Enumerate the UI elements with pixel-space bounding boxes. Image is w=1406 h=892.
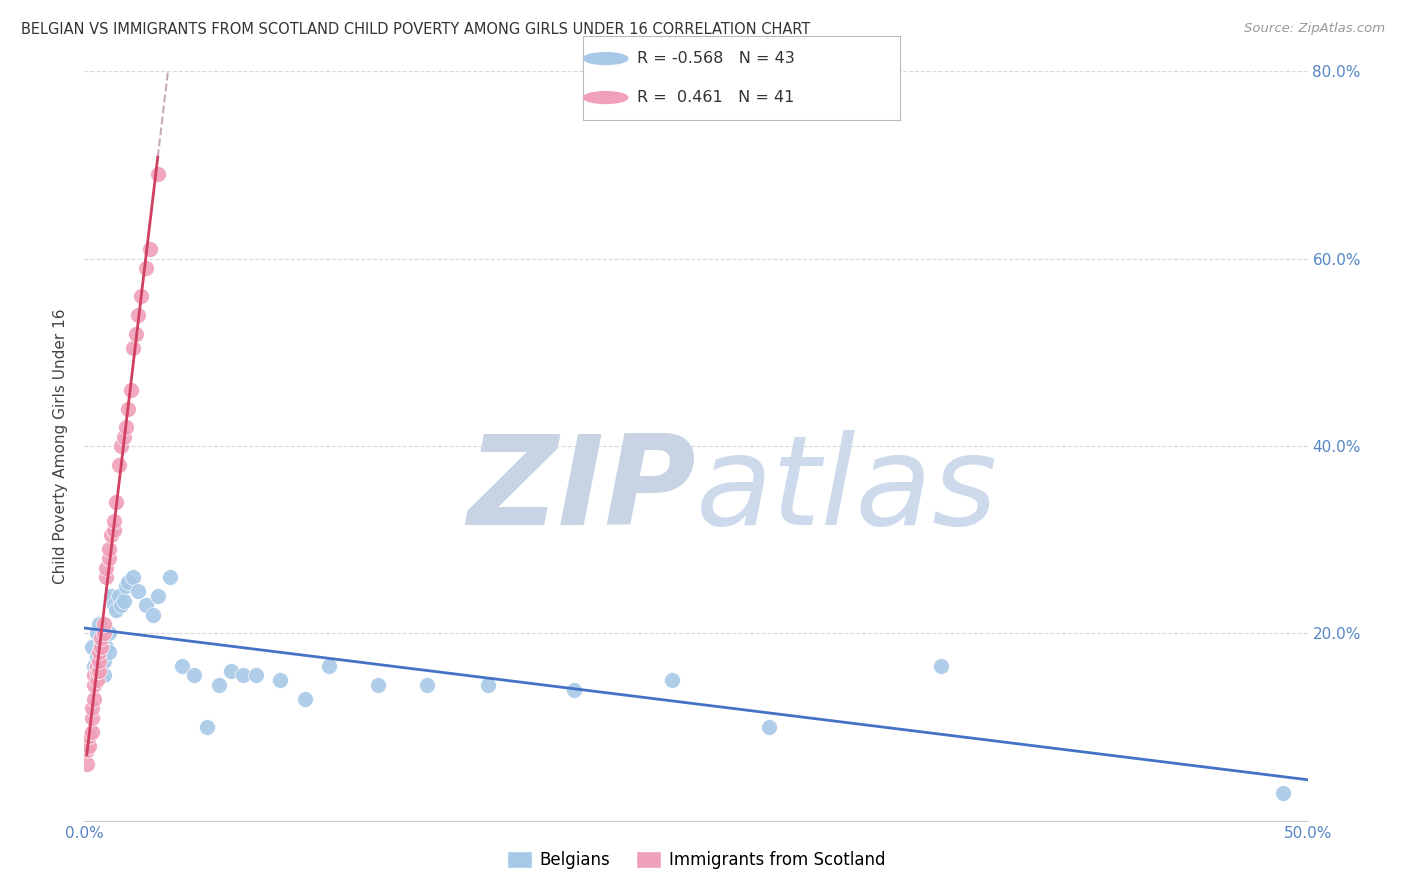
Text: ZIP: ZIP — [467, 431, 696, 551]
Point — [172, 659, 194, 673]
Point — [416, 678, 439, 692]
Point — [661, 673, 683, 688]
Point — [97, 645, 120, 659]
Point — [112, 430, 135, 444]
Point — [103, 599, 125, 613]
Point — [76, 743, 98, 757]
Point — [86, 659, 108, 673]
Point — [77, 730, 100, 744]
Point — [195, 720, 218, 734]
Point — [76, 757, 98, 772]
Point — [93, 668, 115, 682]
Point — [146, 168, 169, 182]
Point — [93, 626, 115, 640]
Point — [367, 678, 389, 692]
Text: atlas: atlas — [696, 431, 998, 551]
Point — [83, 678, 105, 692]
Point — [80, 640, 103, 655]
Point — [87, 645, 110, 659]
Point — [86, 626, 108, 640]
Point — [80, 701, 103, 715]
Point — [127, 308, 149, 322]
Point — [80, 724, 103, 739]
Point — [183, 668, 205, 682]
Point — [117, 401, 139, 416]
Text: Source: ZipAtlas.com: Source: ZipAtlas.com — [1244, 22, 1385, 36]
Point — [103, 514, 125, 528]
Point — [96, 570, 118, 584]
Point — [93, 655, 115, 669]
Point — [105, 603, 128, 617]
Point — [83, 692, 105, 706]
Point — [159, 570, 181, 584]
Y-axis label: Child Poverty Among Girls Under 16: Child Poverty Among Girls Under 16 — [53, 309, 69, 583]
Point — [115, 420, 138, 434]
Point — [90, 640, 112, 655]
Text: BELGIAN VS IMMIGRANTS FROM SCOTLAND CHILD POVERTY AMONG GIRLS UNDER 16 CORRELATI: BELGIAN VS IMMIGRANTS FROM SCOTLAND CHIL… — [21, 22, 810, 37]
Point — [142, 607, 165, 622]
Point — [86, 649, 108, 664]
Point — [86, 673, 108, 688]
Point — [87, 664, 110, 678]
Point — [107, 589, 129, 603]
Circle shape — [583, 53, 627, 64]
Point — [115, 580, 138, 594]
Point — [97, 542, 120, 557]
Point — [93, 617, 115, 632]
Point — [105, 495, 128, 509]
Legend: Belgians, Immigrants from Scotland: Belgians, Immigrants from Scotland — [501, 845, 891, 876]
Point — [112, 593, 135, 607]
Point — [110, 599, 132, 613]
Point — [477, 678, 499, 692]
Point — [110, 439, 132, 453]
Point — [758, 720, 780, 734]
Point — [97, 626, 120, 640]
Point — [318, 659, 340, 673]
Text: R =  0.461   N = 41: R = 0.461 N = 41 — [637, 90, 794, 105]
Point — [294, 692, 316, 706]
Point — [129, 289, 152, 303]
Point — [100, 528, 122, 542]
Point — [146, 589, 169, 603]
Point — [83, 659, 105, 673]
Point — [100, 589, 122, 603]
Point — [96, 561, 118, 575]
Point — [139, 243, 162, 257]
Point — [122, 341, 145, 355]
Point — [87, 655, 110, 669]
Circle shape — [583, 92, 627, 103]
Point — [929, 659, 952, 673]
Point — [127, 584, 149, 599]
Point — [219, 664, 242, 678]
Text: R = -0.568   N = 43: R = -0.568 N = 43 — [637, 51, 794, 66]
Point — [208, 678, 231, 692]
Point — [107, 458, 129, 472]
Point — [90, 635, 112, 649]
Point — [86, 664, 108, 678]
Point — [245, 668, 267, 682]
Point — [87, 617, 110, 632]
Point — [232, 668, 254, 682]
Point — [562, 682, 585, 697]
Point — [122, 570, 145, 584]
Point — [269, 673, 291, 688]
Point — [135, 599, 157, 613]
Point — [90, 631, 112, 645]
Point — [83, 668, 105, 682]
Point — [125, 326, 148, 341]
Point — [120, 383, 142, 397]
Point — [77, 739, 100, 753]
Point — [103, 524, 125, 538]
Point — [80, 710, 103, 724]
Point — [96, 640, 118, 655]
Point — [135, 261, 157, 276]
Point — [1272, 786, 1295, 800]
Point — [97, 551, 120, 566]
Point — [117, 574, 139, 589]
